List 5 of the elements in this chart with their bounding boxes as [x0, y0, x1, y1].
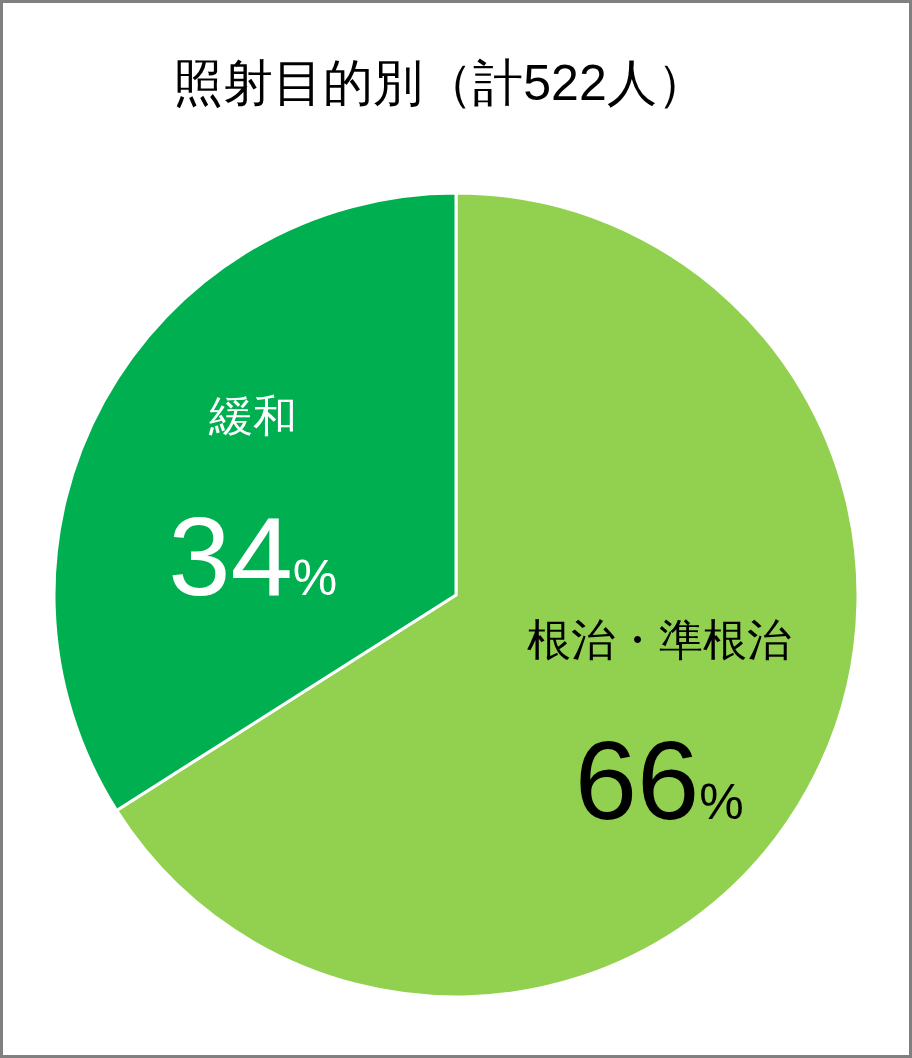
slice-label: 根治・準根治	[527, 614, 792, 664]
chart-title: 照射目的別（計522人）	[173, 55, 707, 111]
data-label: 34%	[168, 494, 338, 620]
slice-label: 緩和	[207, 391, 297, 441]
data-label: 66%	[574, 717, 744, 843]
